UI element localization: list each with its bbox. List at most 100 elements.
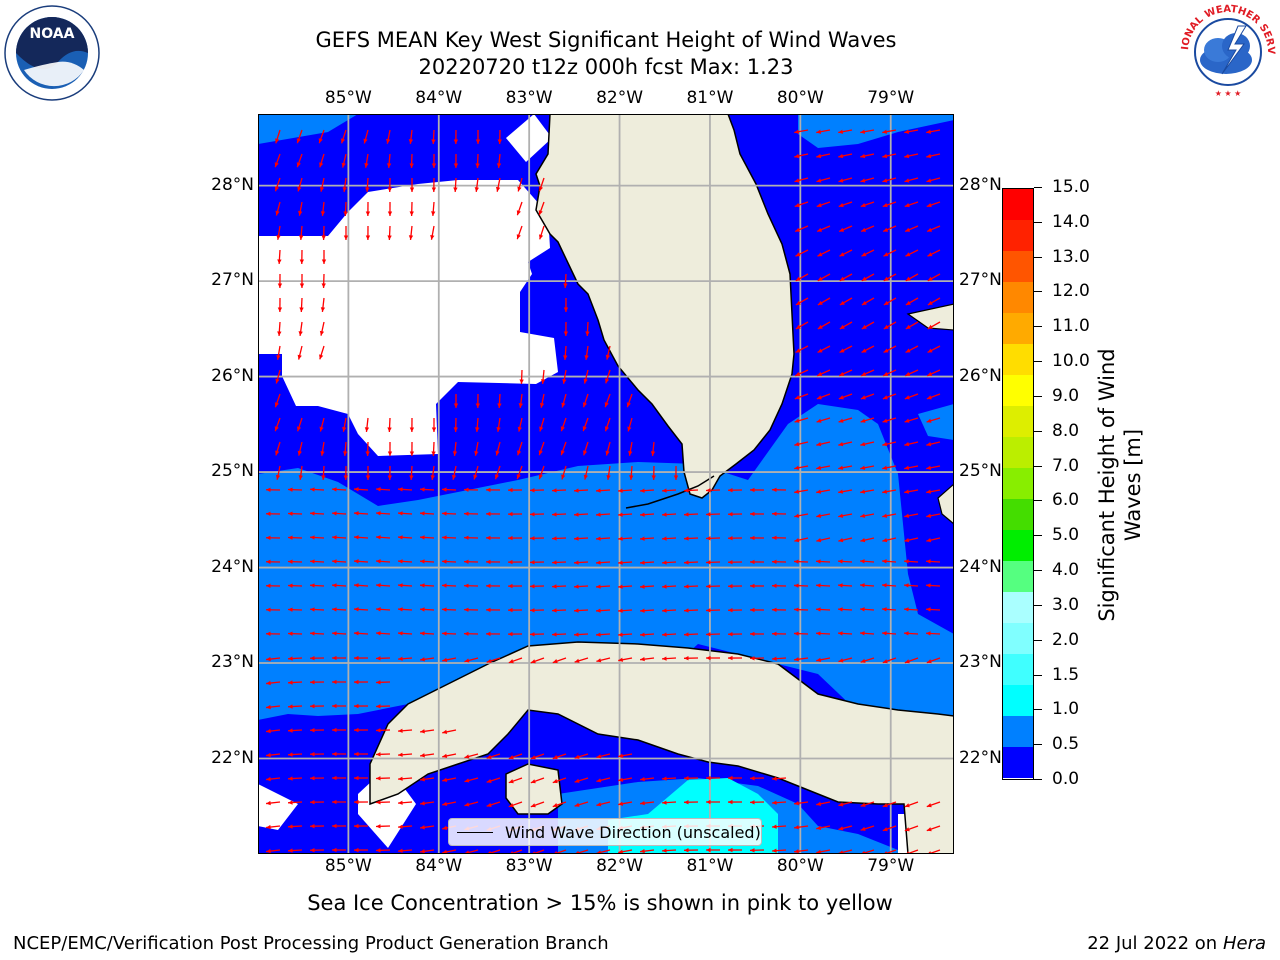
wave-arrow-head (441, 729, 447, 734)
wave-arrow-head (837, 129, 843, 134)
wave-arrow-head (287, 727, 293, 733)
lat-tick-right-5: 23°N (959, 652, 1002, 673)
florida-land (534, 115, 795, 499)
wave-arrow-head (859, 537, 865, 542)
wave-arrow-head (574, 778, 580, 783)
wave-arrow-head (661, 583, 667, 589)
wave-arrow-head (860, 802, 866, 807)
wave-arrow-head (287, 582, 293, 588)
wave-arrow-head (296, 137, 301, 143)
wave-arrow-head (582, 401, 587, 407)
wave-arrow-head (817, 347, 823, 352)
wave-arrow-head (816, 202, 822, 207)
wave-arrow-head (816, 251, 822, 256)
wave-arrow-head (397, 558, 403, 564)
wave-arrow-head (839, 276, 845, 281)
wave-arrow-head (309, 655, 315, 660)
wave-arrow-head (815, 465, 821, 470)
wave-arrow-head (552, 658, 558, 663)
wave-arrow-head (274, 137, 279, 143)
lat-tick-right-4: 24°N (959, 556, 1002, 577)
colorbar-tick-mark-15 (1034, 256, 1042, 258)
wave-arrow-head (551, 583, 557, 589)
wave-arrow-head (771, 511, 777, 516)
wave-arrow-head (683, 775, 689, 780)
lat-tick-left-6: 22°N (211, 747, 254, 768)
wave-arrow-head (860, 658, 866, 663)
wave-arrow-head (683, 799, 689, 804)
wave-arrow-head (903, 582, 909, 588)
wave-band-0p5-1p0 (259, 403, 953, 724)
wave-arrow-head (683, 607, 689, 613)
wave-arrow-head (560, 425, 565, 431)
wave-arrow-head (904, 826, 910, 831)
wave-arrow-head (508, 658, 514, 663)
wave-arrow-head (582, 449, 587, 455)
wave-arrow-head (507, 487, 513, 492)
wave-arrow-head (507, 535, 513, 540)
wave-arrow-head (881, 129, 887, 134)
wave-arrow-head (839, 347, 845, 352)
colorbar-tick-mark-9 (1034, 465, 1042, 467)
wave-arrow-head (859, 441, 865, 446)
wave-arrow-head (573, 487, 579, 493)
wave-arrow-head (353, 534, 359, 540)
wave-arrow-head (387, 210, 392, 216)
wave-arrow-head (749, 487, 755, 492)
wave-arrow-head (463, 801, 469, 807)
wave-arrow-head (419, 848, 425, 853)
wave-arrow-head (274, 401, 279, 407)
wave-arrow-head (859, 558, 865, 564)
wave-arrow-head (903, 537, 909, 542)
wave-arrow-head (815, 537, 821, 542)
wave-arrow-head (838, 371, 844, 376)
wave-arrow-head (815, 825, 821, 830)
wave-arrow-head (794, 371, 800, 376)
wave-arrow-head (771, 631, 777, 636)
wave-arrow-head (793, 177, 799, 183)
wave-arrow-head (639, 559, 645, 565)
wave-arrow-head (319, 450, 325, 456)
wave-arrow-head (927, 850, 931, 853)
nws-stars-icon: ★ ★ ★ (1215, 89, 1242, 98)
lat-tick-left-2: 26°N (211, 365, 254, 386)
wave-arrow-head (343, 234, 348, 240)
wave-arrow-head (387, 474, 392, 480)
wave-arrow-head (617, 631, 623, 637)
wave-arrow-head (331, 823, 337, 828)
wave-arrow-head (419, 510, 425, 516)
wave-arrow-head (793, 537, 799, 542)
wave-arrow-head (881, 513, 887, 518)
wave-arrow-head (508, 802, 514, 807)
wave-arrow-head (516, 449, 521, 455)
wave-arrow-head (574, 802, 580, 807)
wave-arrow-head (881, 465, 887, 470)
wave-arrow-head (397, 656, 403, 661)
wave-arrow-head (540, 378, 545, 384)
wave-arrow-head (903, 558, 909, 564)
wave-arrow-head (771, 800, 777, 805)
wave-arrow-head (318, 353, 323, 359)
wave-arrow-head (463, 535, 469, 540)
wave-arrow-head (309, 775, 315, 780)
wave-arrow-head (309, 823, 315, 828)
wave-arrow-head (815, 129, 821, 134)
lat-tick-left-5: 23°N (211, 652, 254, 673)
wave-arrow-head (287, 630, 293, 636)
wave-arrow-head (861, 276, 867, 281)
wave-arrow-head (903, 153, 909, 158)
wave-arrow-head (397, 728, 403, 733)
wave-arrow-head (816, 371, 822, 376)
colorbar-segment-2 (1003, 685, 1033, 716)
wave-arrow-head (925, 630, 931, 636)
wave-arrow-head (882, 371, 888, 376)
wave-arrow-head (903, 606, 909, 612)
wave-arrow-head (639, 487, 645, 493)
wave-arrow-head (683, 631, 689, 637)
wave-arrow-head (793, 513, 799, 518)
wave-arrow-head (309, 558, 315, 564)
wave-arrow-head (859, 153, 865, 158)
wave-arrow-head (287, 655, 293, 661)
wave-arrow-head (925, 513, 931, 518)
wave-arrow-head (287, 486, 293, 492)
